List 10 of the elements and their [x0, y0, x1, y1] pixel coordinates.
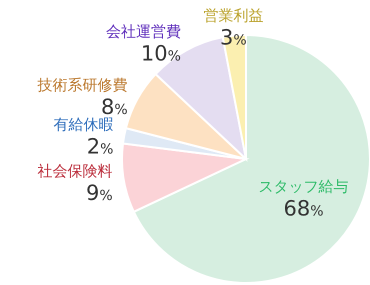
slice-label: スタッフ給与 [258, 178, 349, 196]
slice-label: 社会保険料 [38, 162, 113, 180]
data-label: 68% [284, 196, 324, 221]
data-label: 9% [86, 181, 113, 206]
data-label: 10% [140, 42, 181, 66]
slice-label: 会社運営費 [106, 22, 181, 41]
slice-label: 技術系研修費 [36, 76, 128, 94]
slice-label: 営業利益 [203, 6, 264, 25]
data-label: 3% [220, 26, 247, 50]
data-label: 2% [86, 134, 114, 159]
